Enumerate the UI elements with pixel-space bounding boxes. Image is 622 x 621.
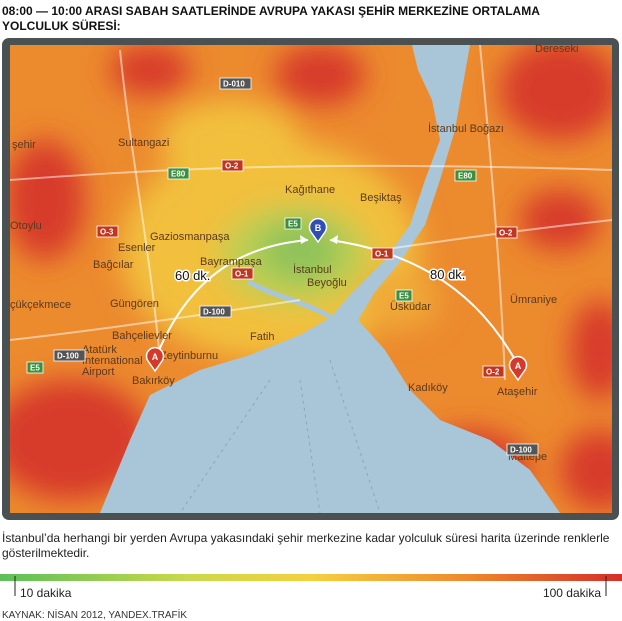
road-shield: E80 (167, 167, 190, 180)
map-label: Kadıköy (408, 382, 448, 394)
map-label: Bahçelievler (112, 330, 172, 342)
road-shield: O-2 (221, 159, 244, 172)
road-label: O-1 (375, 250, 389, 259)
map-label: Fatih (250, 331, 274, 343)
road-label: D-100 (510, 446, 532, 455)
road-label: E5 (288, 220, 298, 229)
road-shield-bg (53, 349, 86, 362)
legend-bar (0, 574, 622, 581)
map-label: Kağıthane (285, 184, 335, 196)
road-shield-bg (284, 217, 302, 230)
map-label: Beyoğlu (307, 277, 347, 289)
route-time: 60 dk. (175, 268, 210, 283)
marker (308, 217, 328, 244)
map-label: şehir (12, 139, 36, 151)
road-label: E5 (399, 292, 409, 301)
map-label: İstanbul (293, 263, 332, 276)
caption: gösterilmektedir. (2, 546, 89, 560)
road-shield-bg (506, 443, 539, 456)
map-label: Airport (82, 366, 114, 378)
road-shield: D-010 (219, 77, 252, 90)
road-label: E5 (30, 364, 40, 373)
route-time: 80 dk. (430, 267, 465, 282)
map-label: Gaziosmanpaşa (150, 231, 230, 243)
map-label: Sultangazi (118, 137, 169, 149)
marker-label: B (315, 223, 322, 233)
road-label: E80 (171, 170, 186, 179)
road-shield-bg (26, 361, 44, 374)
legend-max: 100 dakika (543, 586, 601, 600)
road-label: E80 (458, 172, 473, 181)
road-label: O-3 (100, 228, 114, 237)
road-label: O-2 (225, 162, 239, 171)
road-shield-bg (167, 167, 190, 180)
map-label: Güngören (110, 298, 159, 310)
map-label: International (82, 355, 143, 367)
road-shield-bg (221, 159, 244, 172)
road-shield-bg (219, 77, 252, 90)
map-label: Esenler (118, 242, 156, 254)
map-label: Dereseki (535, 43, 578, 55)
map-label: Otoylu (10, 220, 42, 232)
road-shield: O-3 (96, 225, 119, 238)
road-shield-bg (395, 289, 413, 302)
road-label: D-100 (57, 352, 79, 361)
marker-label: A (152, 352, 159, 362)
road-shield: D-100 (199, 305, 232, 318)
title: YOLCULUK SÜRESİ: (2, 18, 121, 33)
map (10, 45, 612, 513)
road-shield-bg (454, 169, 477, 182)
map-label: Bağcılar (93, 259, 134, 271)
road-shield-bg (371, 247, 394, 260)
road-shield: E80 (454, 169, 477, 182)
marker (508, 355, 528, 382)
road-shield: O-2 (482, 365, 505, 378)
road-label: O-2 (499, 229, 513, 238)
map-label: çükçekmece (10, 299, 71, 311)
road-shield-bg (231, 267, 254, 280)
road-shield-bg (482, 365, 505, 378)
road-shield: O-1 (231, 267, 254, 280)
road-shield-bg (199, 305, 232, 318)
road-shield: E5 (284, 217, 302, 230)
road-shield: E5 (395, 289, 413, 302)
road-label: D-100 (203, 308, 225, 317)
map-label: Ümraniye (510, 294, 557, 306)
road-shield: E5 (26, 361, 44, 374)
routes (154, 235, 516, 361)
map-label: Ataşehir (497, 386, 538, 398)
road-shield: O-1 (371, 247, 394, 260)
road-label: D-010 (223, 80, 245, 89)
map-label: Bayrampaşa (200, 256, 263, 268)
map-label: Atatürk (82, 344, 117, 356)
road-label: O-1 (235, 270, 249, 279)
road-shield: D-100 (506, 443, 539, 456)
road-shield: O-2 (495, 226, 518, 239)
map-label: Beşiktaş (360, 192, 402, 204)
source: KAYNAK: NİSAN 2012, YANDEX.TRAFİK (2, 608, 187, 621)
title: 08:00 — 10:00 ARASI SABAH SAATLERİNDE AV… (2, 3, 540, 18)
map-label: Zeytinburnu (160, 350, 218, 362)
map-label: İstanbul Boğazı (428, 122, 504, 135)
legend-min: 10 dakika (20, 586, 72, 600)
marker (145, 346, 165, 373)
road-label: O-2 (486, 368, 500, 377)
caption: İstanbul’da herhangi bir yerden Avrupa y… (2, 531, 610, 545)
map-label: Bakırköy (132, 375, 175, 387)
road-shield-bg (495, 226, 518, 239)
map-label: Üsküdar (390, 301, 431, 313)
marker-label: A (515, 361, 522, 371)
road-shield-bg (96, 225, 119, 238)
road-shield: D-100 (53, 349, 86, 362)
